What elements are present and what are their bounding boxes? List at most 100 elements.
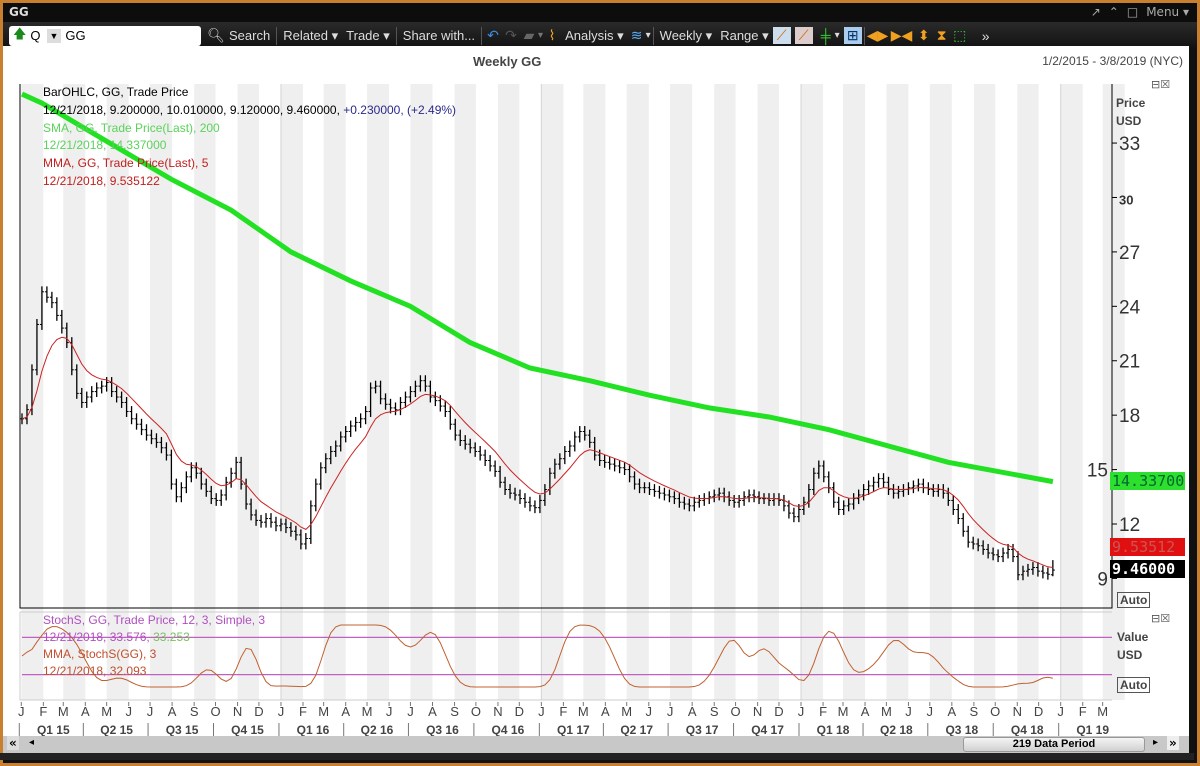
analysis-label: Analysis <box>565 27 614 43</box>
related-label: Related <box>283 27 329 43</box>
ohlc-bar <box>428 380 433 403</box>
ohlc-bar <box>54 297 59 321</box>
ohlc-bar <box>752 489 757 503</box>
ohlc-bar <box>826 471 831 494</box>
search-icon: 🔍︎ <box>207 27 225 43</box>
line-chart-icon[interactable]: ⟋ <box>772 27 791 44</box>
compare-chart-icon[interactable]: ⟋ <box>794 27 813 44</box>
scroll-thumb[interactable]: 219 Data Period <box>963 737 1145 752</box>
ohlc-bar <box>996 549 1001 563</box>
price-panel-frame <box>19 84 1113 609</box>
legend-mma-title: MMA, GG, Trade Price(Last), 5 <box>43 156 209 170</box>
share-button[interactable]: Share with... <box>402 28 476 43</box>
collapse-icon[interactable]: ⌃ <box>1108 5 1119 19</box>
more-icon[interactable]: » <box>981 27 990 44</box>
mma5-line <box>21 336 1053 568</box>
trade-button[interactable]: Trade ▾ <box>346 27 390 43</box>
ohlc-bar <box>542 484 547 506</box>
shrink-vertical-icon[interactable]: ⧗ <box>936 27 947 43</box>
periodicity-dropdown[interactable]: Weekly ▾ <box>659 27 713 43</box>
shrink-horizontal-icon[interactable]: ▶◀ <box>890 27 913 43</box>
expand-horizontal-icon[interactable]: ◀▶ <box>866 27 889 43</box>
legend-stoch-title: StochS, GG, Trade Price, 12, 3, Simple, … <box>43 613 265 627</box>
ohlc-bar <box>682 496 687 510</box>
panel-minimize-icon[interactable]: ⊟☒ <box>1151 78 1171 91</box>
y-tick-label: 24 <box>1119 297 1141 318</box>
scroll-right-icon[interactable]: ▸ <box>1153 737 1159 748</box>
value-auto-scale-button[interactable]: Auto <box>1117 677 1151 693</box>
ohlc-bar <box>871 476 876 492</box>
ohlc-bar <box>946 487 951 506</box>
analysis-button[interactable]: Analysis ▾ <box>565 27 624 43</box>
zoom-box-icon[interactable]: ⊞ <box>843 27 862 44</box>
price-auto-scale-button[interactable]: Auto <box>1117 592 1151 608</box>
legend-sma-values: 12/21/2018, 14.337000 <box>43 138 167 152</box>
month-label: A <box>948 704 957 719</box>
ohlc-bar <box>278 518 283 532</box>
ohlc-bar <box>498 465 503 488</box>
security-type[interactable]: Q <box>30 28 41 43</box>
ohlc-bar <box>413 380 418 398</box>
scroll-end-button[interactable]: » <box>1167 736 1179 750</box>
select-icon[interactable]: ⬚ <box>953 27 967 43</box>
maximize-icon[interactable]: □ <box>1126 5 1139 19</box>
month-label: A <box>341 704 350 719</box>
security-type-dropdown[interactable]: ▼ <box>46 28 62 43</box>
month-label: D <box>1034 704 1043 719</box>
ohlc-bar <box>762 493 767 505</box>
month-stripe <box>410 84 433 700</box>
ohlc-bar <box>527 496 532 512</box>
folder-icon[interactable]: ▰ <box>523 27 535 43</box>
scroll-start-button[interactable]: « <box>7 736 19 750</box>
month-label: S <box>710 704 719 719</box>
scroll-left-icon[interactable]: ◂ <box>29 737 35 748</box>
month-label: S <box>190 704 199 719</box>
popout-icon[interactable]: ↗ <box>1090 5 1101 19</box>
expand-vertical-icon[interactable]: ⬍ <box>917 27 930 43</box>
month-label: N <box>753 704 762 719</box>
ohlc-bar <box>154 433 159 448</box>
lower-panel-minimize-icon[interactable]: ⊟☒ <box>1151 612 1171 625</box>
month-label: S <box>970 704 979 719</box>
legend-stoch-mma-values: 12/21/2018, 32.093 <box>43 664 147 678</box>
ohlc-bar <box>587 429 592 448</box>
ticker-input-group[interactable]: 🡅 Q ▼ GG <box>9 25 201 46</box>
trade-label: Trade <box>346 27 380 43</box>
ohlc-bar <box>313 478 318 512</box>
related-button[interactable]: Related ▾ <box>283 27 339 43</box>
month-label: M <box>621 704 632 719</box>
ohlc-bar <box>612 458 617 472</box>
month-stripe <box>583 84 606 700</box>
menu-button[interactable]: Menu ▾ <box>1146 5 1189 19</box>
ohlc-bar <box>567 440 572 457</box>
month-label: J <box>386 704 393 719</box>
price-axis-unit: USD <box>1116 114 1142 128</box>
ohlc-bar <box>358 413 363 428</box>
ohlc-bar <box>856 489 861 505</box>
month-stripe <box>1060 84 1083 700</box>
crosshair-icon[interactable]: ╪ <box>820 27 831 44</box>
month-label: F <box>1079 704 1087 719</box>
legend-bar-values: 12/21/2018, 9.200000, 10.010000, 9.12000… <box>43 103 456 117</box>
ohlc-bar <box>811 467 816 495</box>
undo-icon[interactable]: ↶ <box>487 27 499 43</box>
stoch-line <box>21 624 1053 688</box>
search-button[interactable]: Search <box>229 28 271 43</box>
redo-icon[interactable]: ↷ <box>505 27 517 43</box>
month-stripe <box>237 84 259 700</box>
range-dropdown[interactable]: Range ▾ <box>720 27 769 43</box>
month-stripe <box>842 84 866 700</box>
ohlc-bar <box>493 460 498 477</box>
toolbar: 🡅 Q ▼ GG 🔍︎ Search Related ▾ Trade ▾ Sha… <box>3 22 1197 49</box>
ohlc-bar <box>403 391 408 408</box>
month-stripe <box>541 84 564 700</box>
studies-icon[interactable]: ≋ <box>630 27 643 43</box>
ohlc-bar <box>119 391 124 408</box>
ohlc-bar <box>288 522 293 537</box>
horizontal-scrollbar[interactable]: « ◂ 219 Data Period ▸ » <box>3 736 1189 753</box>
ohlc-bar <box>572 431 577 452</box>
ticker-input[interactable]: GG <box>65 28 86 43</box>
ohlc-bar <box>463 435 468 450</box>
price-chart[interactable]: JQ1 15F M AQ2 15M J JQ3 15A S OQ4 15N D JQ1 16F M… <box>3 46 1189 736</box>
quarter-label: Q1 18 <box>817 723 850 736</box>
